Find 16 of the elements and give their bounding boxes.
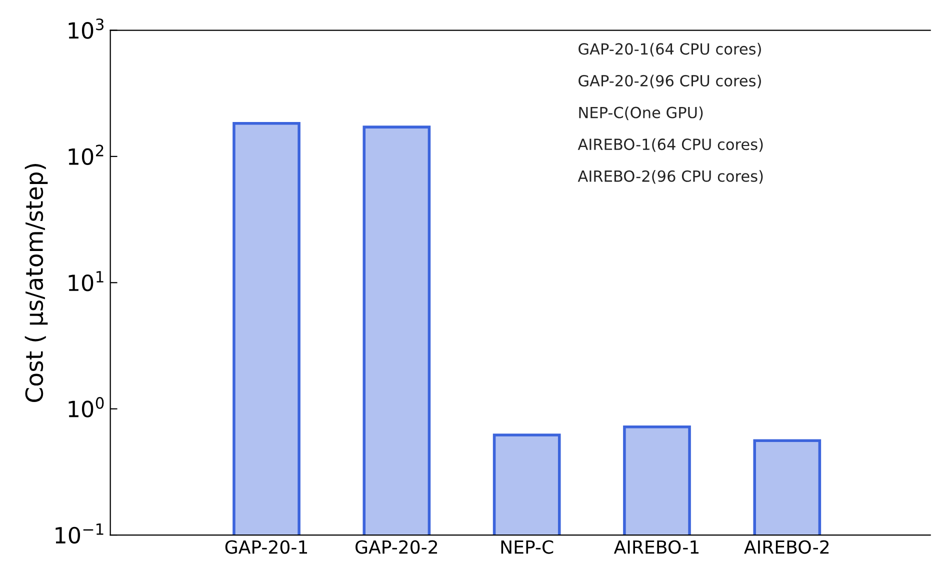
x-tick-label: AIREBO-2 <box>744 540 829 554</box>
x-tick-label: AIREBO-1 <box>614 540 699 554</box>
annotation: GAP-20-2(96 CPU cores) <box>578 74 761 88</box>
annotation: AIREBO-2(96 CPU cores) <box>578 170 763 184</box>
y-tick-label: 10$^{3}$ <box>68 18 104 39</box>
y-tick-label: 10$^{−1}$ <box>56 523 104 544</box>
annotation: NEP-C(One GPU) <box>579 106 703 120</box>
x-tick-label: GAP-20-2 <box>356 540 438 554</box>
y-tick-label: 10$^{1}$ <box>68 271 104 292</box>
y-tick-label: 10$^{2}$ <box>68 144 104 166</box>
x-tick-label: GAP-20-1 <box>225 540 308 554</box>
y-axis-title: Cost ( μs/atom/step) <box>24 164 48 402</box>
y-tick-label: 10$^{0}$ <box>68 397 104 418</box>
annotation: GAP-20-1(64 CPU cores) <box>578 42 761 57</box>
annotation: AIREBO-1(64 CPU cores) <box>578 138 763 152</box>
x-tick-label: NEP-C <box>501 540 554 554</box>
